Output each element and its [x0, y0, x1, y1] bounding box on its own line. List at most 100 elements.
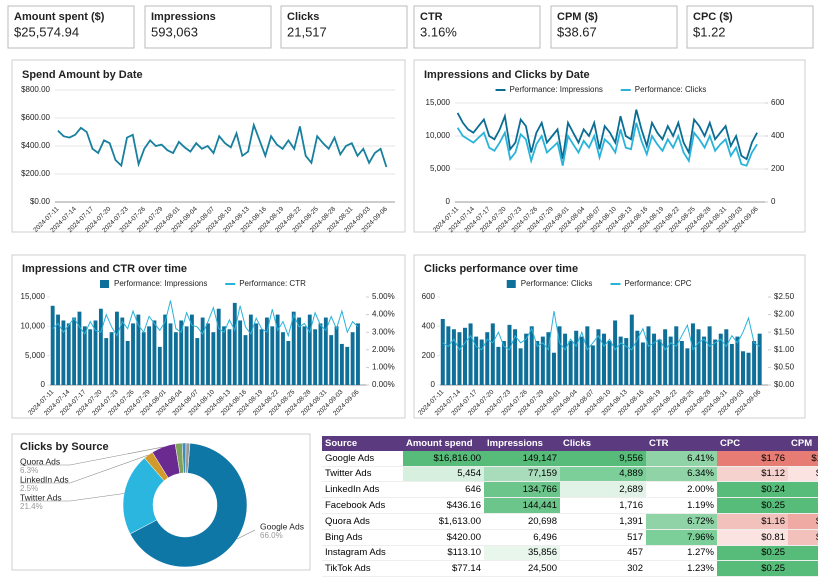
bar — [607, 341, 612, 385]
bar — [735, 336, 740, 385]
table-cell: 6.41% — [646, 450, 717, 467]
table-cell: 5,454 — [403, 466, 484, 483]
bar — [318, 323, 323, 385]
table-cell: $0.24 — [717, 481, 788, 499]
table-cell: $436.16 — [403, 497, 484, 514]
y2-tick-label: $1.50 — [774, 327, 795, 336]
table-cell: $3.15 — [788, 560, 818, 577]
bar — [243, 335, 248, 385]
bar — [451, 329, 456, 385]
bar — [72, 317, 77, 385]
bar — [529, 326, 534, 385]
column-header: Impressions — [484, 436, 560, 451]
bar — [109, 332, 114, 385]
bar — [222, 326, 226, 385]
table-row: LinkedIn Ads646134,7662,6892.00%$0.24$4.… — [322, 481, 818, 499]
bar — [356, 323, 360, 385]
legend-label: Performance: Impressions — [114, 279, 207, 288]
table-cell: 77,159 — [484, 466, 560, 483]
legend-label: Performance: Impressions — [510, 85, 603, 94]
y2-tick-label: 3.00% — [372, 327, 395, 336]
leader-line — [20, 446, 164, 466]
line — [52, 300, 359, 338]
bar — [557, 326, 562, 385]
y-tick-label: 200 — [422, 351, 436, 360]
bar — [141, 332, 146, 385]
bar — [679, 341, 684, 385]
source-table: Source Amount spend Impressions Clicks CTR CP… — [322, 436, 818, 577]
y-tick-label: $800.00 — [21, 85, 50, 94]
bar — [690, 323, 695, 385]
kpi-label: Amount spent ($) — [14, 11, 105, 23]
bar — [652, 333, 657, 385]
bar — [115, 311, 119, 385]
chart-title: Impressions and CTR over time — [22, 263, 187, 275]
bar — [77, 311, 82, 385]
bar — [211, 332, 216, 385]
kpi-value: $38.67 — [557, 24, 597, 39]
bar — [173, 332, 178, 385]
bar — [757, 333, 762, 385]
bar — [663, 329, 668, 385]
bar — [120, 317, 125, 385]
kpi-card — [280, 5, 408, 49]
bar — [93, 320, 98, 385]
table-cell: $3.15 — [788, 545, 818, 562]
bar — [729, 343, 734, 385]
kpi-value: 3.16% — [420, 24, 457, 39]
bar — [259, 329, 264, 385]
chart-title: Clicks by Source — [20, 441, 109, 453]
leader-line — [20, 493, 125, 502]
bar — [334, 326, 339, 385]
slice-value: 21.4% — [20, 502, 43, 511]
bar — [440, 319, 445, 385]
y-tick-label: 5,000 — [25, 351, 46, 360]
bar — [496, 346, 501, 385]
bar — [752, 341, 757, 385]
y-tick-label: 15,000 — [21, 292, 46, 301]
table-cell: Quora Ads — [322, 513, 403, 530]
column-header: CTR — [646, 436, 717, 451]
bar — [313, 329, 318, 385]
y-tick-label: 5,000 — [430, 164, 451, 173]
table-cell: $64.66 — [788, 529, 818, 546]
bar — [624, 338, 629, 385]
kpi-card — [413, 5, 541, 49]
table-cell: 7.96% — [646, 529, 717, 546]
table-cell: $70.69 — [788, 466, 818, 483]
column-header: Amount spend — [403, 436, 484, 451]
bar — [152, 320, 157, 385]
table-cell: 517 — [560, 529, 646, 546]
legend-swatch — [506, 280, 516, 288]
table-cell: 6.72% — [646, 513, 717, 530]
table-cell: 1.23% — [646, 560, 717, 577]
bar — [323, 317, 328, 385]
bar — [206, 323, 210, 385]
kpi-label: CTR — [420, 11, 443, 23]
bar — [535, 341, 540, 385]
slice-label: Quora Ads — [20, 456, 60, 466]
bar — [254, 323, 259, 385]
bar — [350, 332, 355, 385]
slice-label: Twitter Ads — [20, 492, 62, 502]
bar — [50, 305, 55, 385]
bar — [339, 343, 344, 385]
bar — [82, 326, 87, 385]
table-cell: $16,816.00 — [403, 450, 484, 467]
bar — [746, 352, 751, 385]
bar — [216, 308, 221, 385]
line — [456, 122, 758, 167]
kpi-card — [550, 5, 678, 49]
table-cell: 2,689 — [560, 481, 646, 499]
y-tick-label: 0 — [446, 197, 451, 206]
bar — [270, 326, 275, 385]
y2-tick-label: 1.00% — [372, 363, 395, 372]
bar — [88, 329, 93, 385]
table-cell: 35,856 — [484, 545, 560, 562]
legend-label: Performance: CTR — [239, 279, 306, 288]
bar — [657, 339, 662, 385]
bar — [297, 317, 301, 385]
bar — [551, 352, 556, 385]
table-cell: TikTok Ads — [322, 560, 403, 577]
